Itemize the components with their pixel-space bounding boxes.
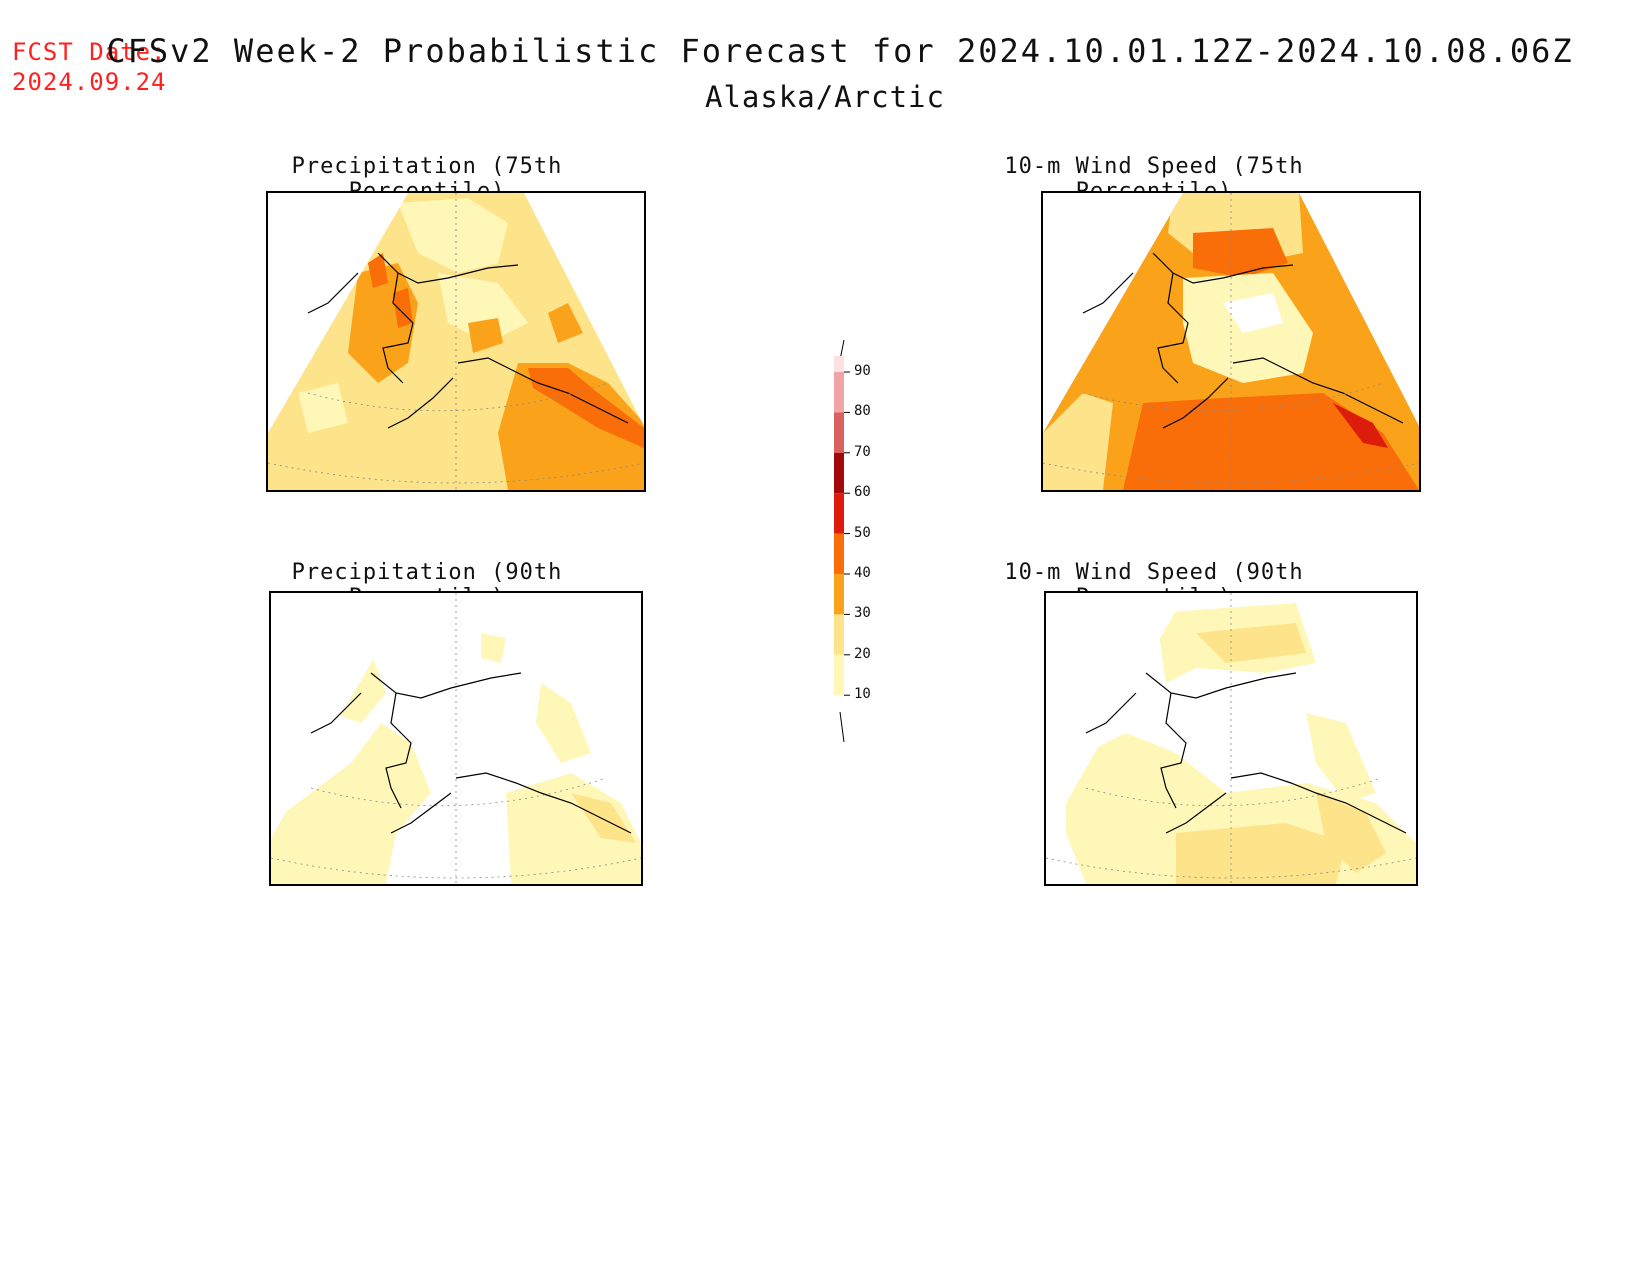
colorbar-swatch-50-60 bbox=[834, 493, 844, 534]
colorbar-label-30: 30 bbox=[854, 605, 871, 622]
colorbar-label-90: 90 bbox=[854, 363, 871, 379]
colorbar-swatch-40-50 bbox=[834, 533, 844, 574]
wind90-map bbox=[1044, 591, 1418, 886]
colorbar-swatch-90-100 bbox=[834, 356, 844, 372]
colorbar-label-60: 60 bbox=[854, 484, 871, 501]
colorbar-label-40: 40 bbox=[854, 565, 871, 581]
colorbar-swatch-60-70 bbox=[834, 452, 844, 494]
forecast-date-value: 2024.09.24 bbox=[12, 68, 167, 96]
region-subtitle: Alaska/Arctic bbox=[705, 80, 945, 114]
colorbar-label-20: 20 bbox=[854, 645, 871, 662]
colorbar-swatch-30-40 bbox=[834, 574, 844, 615]
colorbar-label-10: 10 bbox=[854, 686, 871, 703]
colorbar bbox=[820, 336, 880, 746]
precip75-map bbox=[266, 191, 646, 492]
colorbar-bottom-arrow bbox=[839, 711, 845, 743]
colorbar-swatch-20-30 bbox=[834, 614, 844, 655]
colorbar-label-80: 80 bbox=[854, 403, 871, 420]
page-title: CFSv2 Week-2 Probabilistic Forecast for … bbox=[106, 32, 1574, 70]
colorbar-swatch-10-20 bbox=[834, 654, 844, 696]
colorbar-label-50: 50 bbox=[854, 524, 871, 541]
wind75-map bbox=[1041, 191, 1421, 492]
colorbar-swatch-80-90 bbox=[834, 372, 844, 413]
forecast-date-label: FCST Date: bbox=[12, 38, 167, 66]
colorbar-label-70: 70 bbox=[854, 443, 871, 460]
precip90-map bbox=[269, 591, 643, 886]
colorbar-swatch-70-80 bbox=[834, 412, 844, 453]
